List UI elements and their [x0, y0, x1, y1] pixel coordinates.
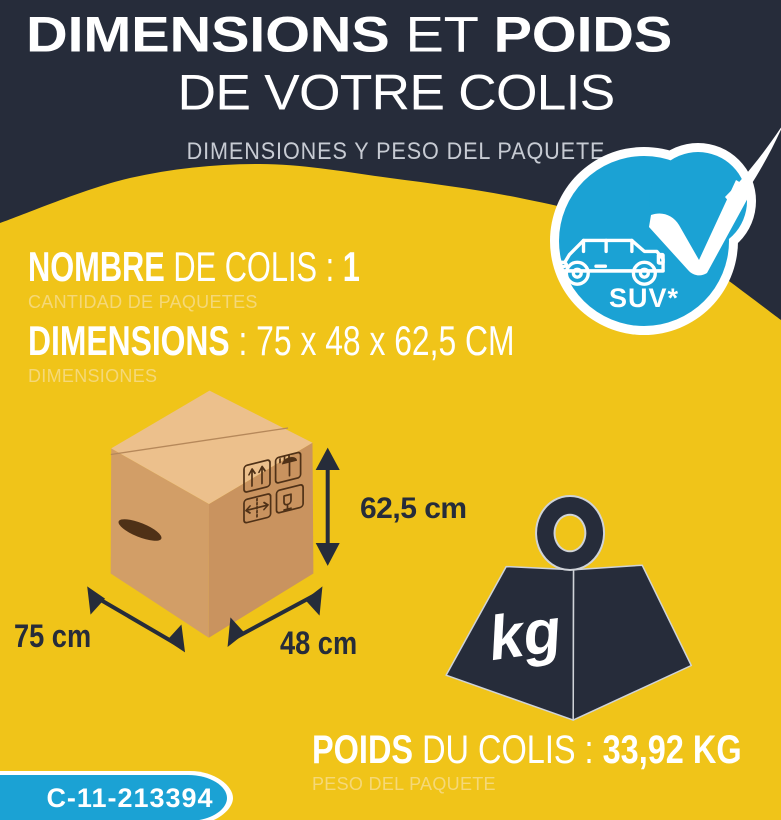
svg-text:C-11-213394: C-11-213394: [46, 783, 213, 813]
svg-text:kg: kg: [484, 596, 565, 674]
svg-text:SUV*: SUV*: [609, 283, 679, 313]
